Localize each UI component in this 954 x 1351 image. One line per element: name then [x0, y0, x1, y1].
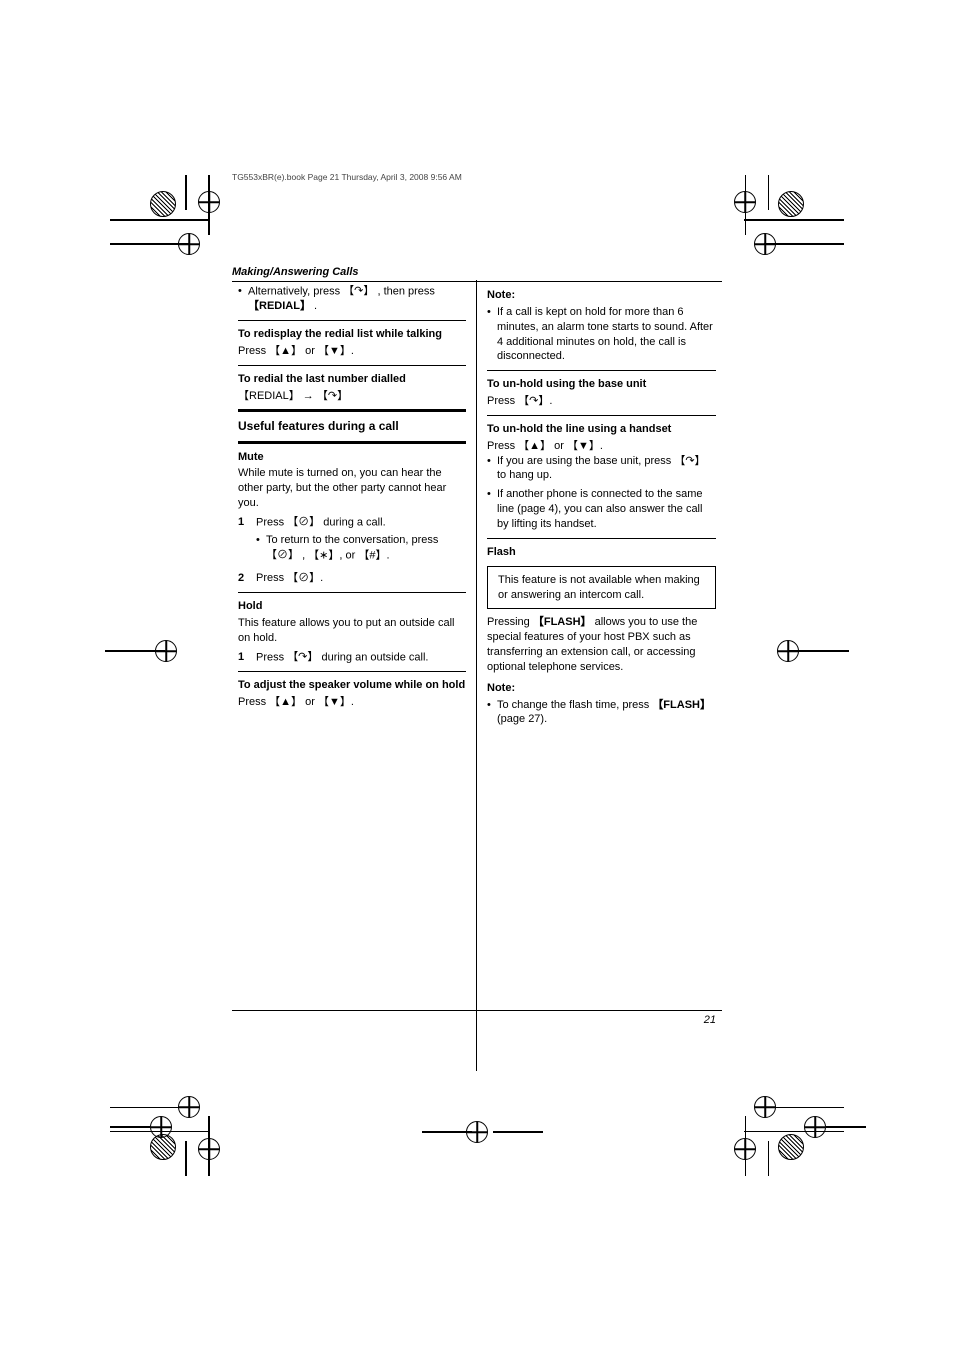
hold-step-1: 1 Press 【↷】 during an outside call. — [238, 650, 466, 665]
text: Pressing — [487, 616, 533, 628]
unhold-bu-title: To un-hold using the base unit — [487, 377, 716, 392]
text: Press — [256, 651, 287, 663]
text: during a call. — [323, 516, 385, 528]
hold-body: This feature allows you to put an outsid… — [238, 616, 466, 646]
flash-body: Pressing 【FLASH】 allows you to use the s… — [487, 615, 716, 674]
hold-title: Hold — [238, 599, 466, 614]
text: (page 27). — [497, 713, 547, 725]
redial-button: 【REDIAL】 — [248, 300, 311, 312]
text: Press — [256, 516, 287, 528]
flash-button: 【FLASH】 — [533, 616, 592, 628]
redial-alt-bullet: • Alternatively, press 【↷】 , then press … — [238, 284, 466, 314]
flash-note: • To change the flash time, press 【FLASH… — [487, 698, 716, 728]
header-title: Making/Answering Calls — [232, 266, 359, 278]
text: To return to the conversation, press — [266, 534, 438, 546]
text: If another phone is connected to the sam… — [497, 487, 716, 532]
framemaker-meta: TG553xBR(e).book Page 21 Thursday, April… — [232, 172, 722, 182]
text: To change the flash time, press — [497, 699, 652, 711]
mute-step-1: 1 Press 【⊘】 during a call. • To return t… — [238, 515, 466, 567]
text: , 【∗】, or 【#】. — [302, 549, 389, 561]
talk-icon: 【↷】 — [287, 650, 318, 665]
text: If you are using the base unit, press 【↷… — [497, 454, 716, 484]
flash-button: 【FLASH】 — [652, 699, 711, 711]
flash-note-box: This feature is not available when makin… — [487, 566, 716, 610]
unhold-hs-title: To un-hold the line using a handset — [487, 422, 716, 437]
redisplay-title: To redisplay the redial list while talki… — [238, 327, 466, 342]
flash-title: Flash — [487, 545, 716, 560]
note-label: Note: — [487, 288, 716, 303]
left-column: • Alternatively, press 【↷】 , then press … — [232, 280, 477, 1071]
text: Press 【⊘】. — [256, 571, 466, 586]
redial-last-title: To redial the last number dialled — [238, 372, 466, 387]
mute-title: Mute — [238, 450, 466, 465]
unhold-hs-text: Press 【▲】 or 【▼】. — [487, 439, 716, 454]
mute-icon: 【⊘】 — [287, 515, 320, 530]
mute-body: While mute is turned on, you can hear th… — [238, 466, 466, 511]
content-area: • Alternatively, press 【↷】 , then press … — [232, 280, 722, 1071]
right-column: Note: • If a call is kept on hold for mo… — [477, 280, 722, 1071]
text: during an outside call. — [321, 651, 428, 663]
hold-volume-text: Press 【▲】 or 【▼】. — [238, 695, 466, 710]
mute-step-2: 2 Press 【⊘】. — [238, 571, 466, 586]
page-number: 21 — [704, 1014, 716, 1026]
mute-icon: 【⊘】 — [266, 548, 299, 563]
text: , then press — [377, 285, 434, 297]
useful-features-title: Useful features during a call — [238, 418, 466, 434]
unhold-bu-text: Press 【↷】. — [487, 394, 716, 409]
hold-timeout-note: • If a call is kept on hold for more tha… — [487, 305, 716, 364]
hold-volume-title: To adjust the speaker volume while on ho… — [238, 678, 466, 693]
redial-last-text: 【REDIAL】 → 【↷】 — [238, 389, 466, 404]
redisplay-step: Press 【▲】 or 【▼】. — [238, 344, 466, 359]
footer-rule — [232, 1010, 722, 1011]
unhold-note-2: • If another phone is connected to the s… — [487, 487, 716, 532]
text: If a call is kept on hold for more than … — [497, 305, 716, 364]
text: Alternatively, press — [248, 285, 343, 297]
unhold-note-1: • If you are using the base unit, press … — [487, 454, 716, 484]
flash-note-label: Note: — [487, 681, 716, 696]
talk-icon: 【↷】 — [343, 284, 374, 299]
text: . — [314, 300, 317, 312]
page-root: TG553xBR(e).book Page 21 Thursday, April… — [0, 0, 954, 1351]
